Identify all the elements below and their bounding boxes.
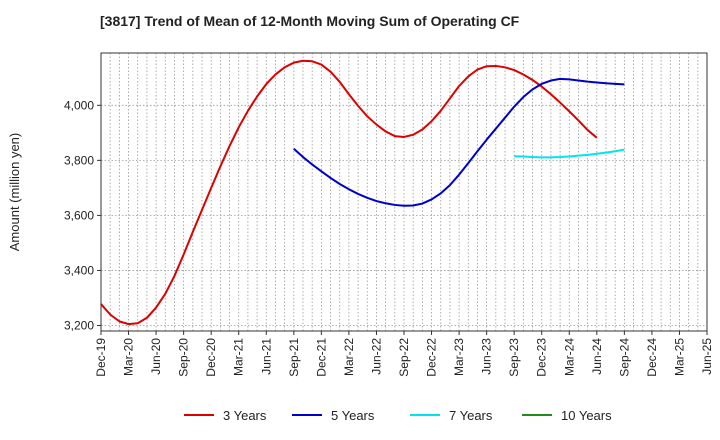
x-tick-label: Sep-21	[287, 338, 301, 377]
y-tick-label: 3,200	[64, 318, 94, 332]
x-tick-label: Jun-23	[480, 338, 494, 375]
x-tick-label: Dec-23	[535, 338, 549, 377]
x-tick-label: Sep-23	[507, 338, 521, 377]
series-line-3-years	[100, 59, 598, 326]
y-tick-label: 3,400	[64, 263, 94, 277]
legend-label-7-years: 7 Years	[449, 408, 493, 423]
x-tick-label: Jun-21	[259, 338, 273, 375]
x-tick-label: Mar-24	[562, 338, 576, 376]
legend-label-5-years: 5 Years	[331, 408, 375, 423]
y-tick-label: 3,600	[64, 208, 94, 222]
legend: 3 Years 5 Years 7 Years 10 Years	[184, 408, 612, 423]
x-tick-label: Mar-23	[452, 338, 466, 376]
x-tick-label: Dec-19	[94, 338, 108, 377]
x-tick-label: Mar-25	[672, 338, 686, 376]
legend-label-3-years: 3 Years	[223, 408, 267, 423]
legend-label-10-years: 10 Years	[561, 408, 612, 423]
x-tick-label: Mar-22	[342, 338, 356, 376]
x-axis: Dec-19 Mar-20 Jun-20 Sep-20 Dec-20 Mar-21 Jun-…	[94, 331, 714, 377]
x-tick-label: Jun-22	[369, 338, 383, 375]
x-tick-label: Dec-24	[645, 338, 659, 377]
y-tick-label: 4,000	[64, 98, 94, 112]
x-tick-label: Dec-20	[204, 338, 218, 377]
chart-title: [3817] Trend of Mean of 12-Month Moving …	[100, 13, 520, 29]
x-tick-label: Sep-24	[617, 338, 631, 377]
x-tick-label: Mar-20	[122, 338, 136, 376]
x-tick-label: Dec-21	[314, 338, 328, 377]
series-layer	[100, 59, 625, 326]
grid	[101, 53, 707, 331]
x-tick-label: Dec-22	[425, 338, 439, 377]
x-tick-label: Jun-25	[700, 338, 714, 375]
series-line-7-years	[514, 148, 625, 159]
x-tick-label: Jun-20	[149, 338, 163, 375]
x-tick-label: Sep-20	[177, 338, 191, 377]
y-axis-label: Amount (million yen)	[7, 133, 22, 252]
y-tick-label: 3,800	[64, 153, 94, 167]
plot-area	[101, 53, 707, 331]
y-axis: 3,200 3,400 3,600 3,800 4,000	[64, 98, 101, 332]
x-tick-label: Sep-22	[397, 338, 411, 377]
x-tick-label: Jun-24	[590, 338, 604, 375]
x-tick-label: Mar-21	[232, 338, 246, 376]
series-line-5-years	[293, 77, 625, 207]
